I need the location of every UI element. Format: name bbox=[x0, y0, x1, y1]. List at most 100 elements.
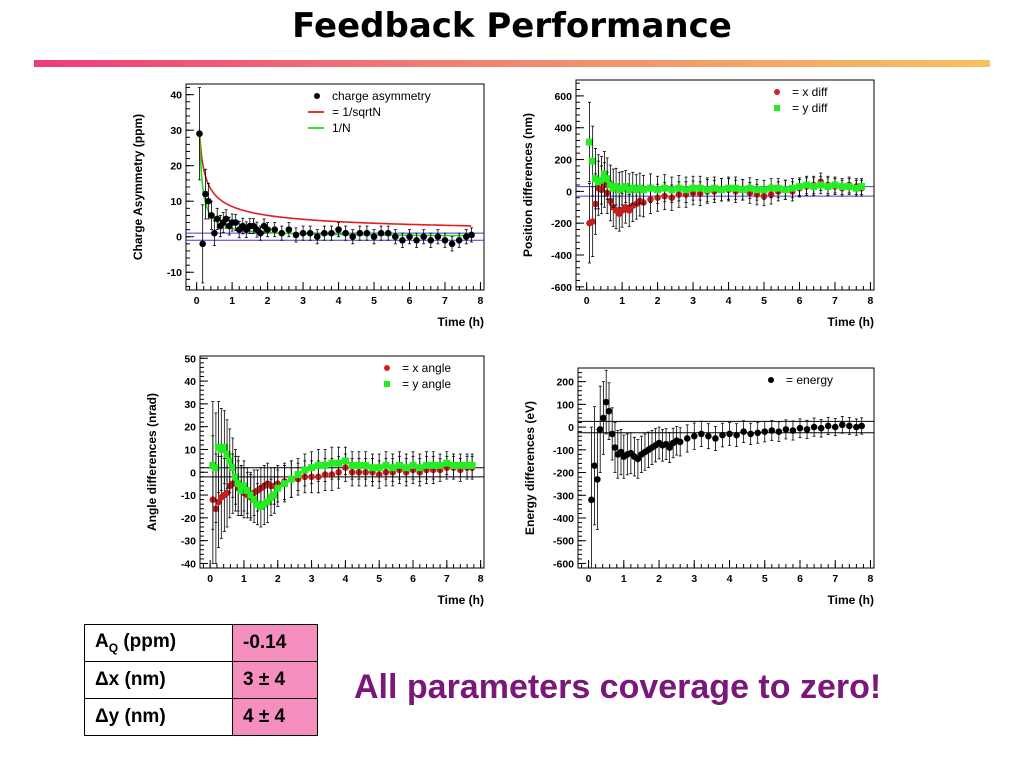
chart0-xtick-label: 0 bbox=[194, 295, 200, 307]
chart1-point bbox=[625, 207, 633, 214]
chart2-xtick-label: 5 bbox=[376, 573, 382, 585]
chart3-point bbox=[782, 426, 790, 433]
chart1-point bbox=[600, 170, 608, 178]
chart0-legend-label: 1/N bbox=[332, 121, 351, 135]
chart2-point bbox=[250, 496, 258, 504]
chart1-legend-label: = x diff bbox=[792, 85, 828, 99]
table-value-dy: 4 ± 4 bbox=[232, 698, 318, 736]
chart2-point bbox=[463, 461, 471, 469]
chart3-point bbox=[602, 398, 610, 406]
chart1-point bbox=[598, 176, 606, 184]
chart0-point bbox=[392, 233, 399, 241]
chart1-point bbox=[589, 218, 596, 225]
chart2-point bbox=[314, 461, 322, 469]
chart0-ytick-label: 10 bbox=[170, 196, 182, 208]
chart1-point bbox=[796, 183, 803, 191]
chart1-xtick-label: 5 bbox=[761, 295, 767, 307]
chart3-point bbox=[789, 427, 797, 434]
chart1-xtick-label: 1 bbox=[619, 295, 625, 307]
chart0-xtick-label: 5 bbox=[371, 295, 377, 307]
chart1-point bbox=[852, 184, 860, 192]
chart3-ylabel: Energy differences (eV) bbox=[523, 401, 537, 535]
chart3-point bbox=[634, 455, 642, 463]
chart0-xtick-label: 7 bbox=[442, 295, 448, 307]
chart1-ytick-label: -200 bbox=[551, 218, 572, 230]
chart1-point bbox=[717, 186, 725, 194]
chart0-point bbox=[299, 229, 307, 237]
chart2-point bbox=[234, 480, 242, 488]
chart1-point bbox=[589, 157, 597, 165]
chart1-point bbox=[831, 181, 839, 189]
chart1-legend-swatch bbox=[774, 89, 780, 95]
chart1-point bbox=[675, 184, 683, 192]
chart1-xtick-label: 6 bbox=[797, 295, 803, 307]
chart3-point bbox=[754, 429, 762, 437]
chart3-xtick-label: 1 bbox=[621, 573, 627, 585]
chart-energy-differences: 0 1 2 3 4 5 6 7 8 -600 -500 -400 -300 -200 -100 0 100 200… bbox=[523, 367, 875, 607]
chart3-frame bbox=[577, 367, 875, 569]
chart3-point bbox=[768, 427, 776, 434]
chart2-ytick-label: -40 bbox=[181, 558, 196, 570]
chart3-point bbox=[683, 435, 691, 442]
chart3-point bbox=[666, 444, 673, 451]
chart1-point bbox=[585, 138, 593, 146]
chart0-xtick-label: 3 bbox=[300, 295, 306, 307]
chart0-ytick-label: 20 bbox=[170, 161, 182, 173]
chart1-point bbox=[845, 183, 853, 191]
chart1-point bbox=[689, 184, 697, 192]
page-title: Feedback Performance bbox=[292, 6, 732, 46]
chart2-ytick-label: 10 bbox=[184, 444, 196, 456]
chart2-ylabel: Angle differences (nrad) bbox=[145, 393, 159, 531]
chart0-legend-label: = 1/sqrtN bbox=[332, 105, 381, 119]
chart0-xtick-label: 2 bbox=[265, 295, 271, 307]
chart3-ytick-label: -500 bbox=[553, 536, 574, 548]
chart1-point bbox=[753, 186, 761, 194]
chart3-point bbox=[824, 422, 832, 430]
chart2-xtick-label: 8 bbox=[478, 573, 484, 585]
chart3-point bbox=[588, 496, 595, 504]
chart1-point bbox=[622, 183, 630, 191]
chart1-point bbox=[710, 184, 718, 192]
chart0-point bbox=[349, 233, 357, 241]
chart2-point bbox=[335, 459, 343, 467]
chart3-ytick-label: -300 bbox=[553, 490, 574, 502]
chart3-xtick-label: 4 bbox=[727, 573, 733, 585]
chart1-legend-label: = y diff bbox=[792, 101, 828, 115]
chart2-point bbox=[247, 491, 255, 499]
chart2-point bbox=[232, 473, 239, 481]
chart2-xtick-label: 3 bbox=[309, 573, 315, 585]
chart2-legend-swatch bbox=[384, 365, 390, 371]
table-row: Δx (nm) 3 ± 4 bbox=[84, 661, 318, 699]
chart0-point bbox=[363, 229, 371, 237]
chart0-point bbox=[335, 226, 342, 233]
chart0-point bbox=[196, 130, 203, 138]
chart0-point bbox=[222, 215, 230, 223]
chart2-point bbox=[229, 464, 237, 472]
chart0-point bbox=[264, 226, 271, 233]
chart0-point bbox=[406, 233, 413, 241]
chart1-point bbox=[703, 186, 711, 194]
chart0-point bbox=[199, 240, 206, 248]
chart2-xtick-label: 7 bbox=[444, 573, 450, 585]
chart0-point bbox=[399, 236, 406, 244]
chart3-point bbox=[817, 424, 825, 432]
chart0-point bbox=[462, 233, 470, 241]
chart1-point bbox=[654, 186, 662, 194]
chart3-point bbox=[605, 407, 613, 415]
chart2-point bbox=[223, 450, 231, 458]
chart3-xtick-label: 3 bbox=[691, 573, 697, 585]
chart3-point bbox=[747, 430, 754, 438]
chart1-ytick-label: -600 bbox=[551, 282, 572, 294]
chart3-xtick-label: 5 bbox=[762, 573, 768, 585]
chart1-xtick-label: 7 bbox=[832, 295, 838, 307]
chart0-xtick-label: 1 bbox=[229, 295, 235, 307]
chart3-point bbox=[611, 444, 619, 451]
chart0-point bbox=[257, 229, 264, 237]
table-label-dy: Δy (nm) bbox=[84, 698, 233, 736]
chart2-ytick-label: 0 bbox=[190, 467, 196, 479]
chart0-point bbox=[448, 240, 456, 248]
chart2-ytick-label: 20 bbox=[184, 422, 196, 434]
chart1-point bbox=[760, 186, 768, 194]
chart1-point bbox=[732, 184, 740, 192]
summary-table: AQ (ppm) -0.14 Δx (nm) 3 ± 4 Δy (nm) 4 ±… bbox=[84, 624, 318, 736]
